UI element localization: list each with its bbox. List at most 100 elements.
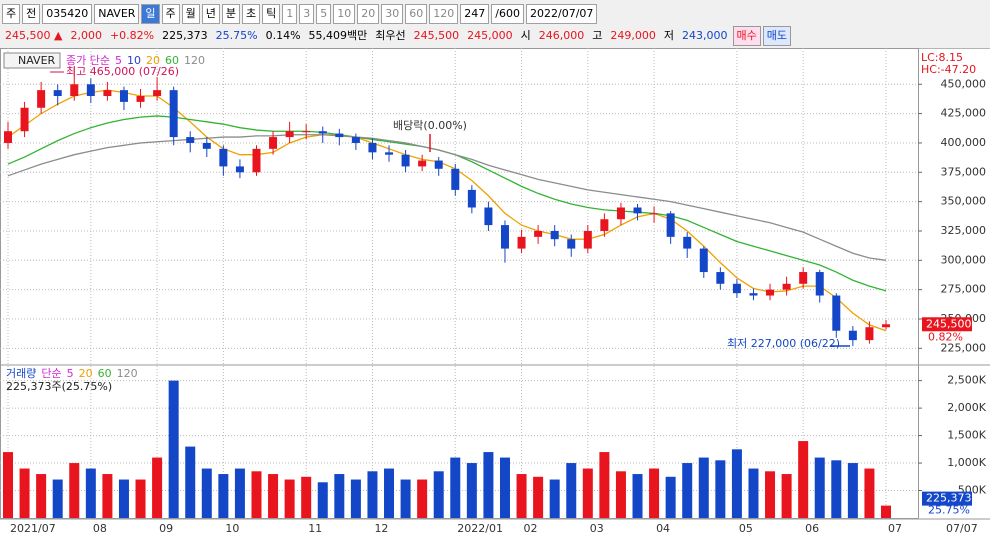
toolbar-field: 55,409백만 bbox=[308, 28, 368, 42]
toolbar-button[interactable]: 매도 bbox=[762, 25, 792, 46]
volume-bar bbox=[334, 474, 345, 518]
toolbar-button[interactable]: 2022/07/07 bbox=[526, 3, 598, 24]
y-tick-label: 2,500K bbox=[947, 374, 986, 387]
toolbar-field: 고 bbox=[592, 28, 603, 42]
candle-body bbox=[683, 236, 692, 249]
toolbar-button[interactable]: 전 bbox=[22, 3, 41, 24]
volume-bar bbox=[649, 468, 660, 518]
volume-bar bbox=[400, 479, 411, 518]
legend-title: 거래량 bbox=[6, 367, 36, 380]
volume-bar bbox=[52, 479, 63, 518]
candle-body bbox=[20, 107, 29, 132]
toolbar-button[interactable]: 분 bbox=[221, 3, 241, 24]
y-tick-label: 300,000 bbox=[941, 253, 987, 266]
candle-body bbox=[782, 283, 791, 290]
volume-bar bbox=[864, 468, 875, 518]
toolbar-field: 25.75% bbox=[215, 28, 258, 42]
volume-bar bbox=[765, 471, 776, 518]
toolbar-button[interactable]: 주 bbox=[161, 3, 180, 24]
toolbar-button[interactable]: 60 bbox=[405, 3, 428, 24]
toolbar-button[interactable]: 30 bbox=[381, 3, 404, 24]
y-tick-label: 325,000 bbox=[941, 224, 987, 237]
toolbar-button[interactable]: NAVER bbox=[94, 3, 140, 24]
candle-body bbox=[517, 236, 526, 249]
candle-body bbox=[484, 207, 493, 226]
toolbar-row: 245,500 ▲ 2,000 +0.82% 225,373 25.75% 0.14% 55… bbox=[2, 25, 792, 46]
toolbar-button[interactable]: 247 bbox=[460, 3, 490, 24]
toolbar-button[interactable]: 일 bbox=[141, 3, 160, 24]
candle-body bbox=[567, 239, 576, 249]
toolbar-button[interactable]: 초 bbox=[242, 3, 261, 24]
volume-bar bbox=[3, 452, 13, 518]
x-tick-label: 02 bbox=[524, 522, 538, 535]
toolbar-button[interactable]: 월 bbox=[181, 3, 200, 24]
candle-body bbox=[119, 90, 128, 102]
ma-line bbox=[7, 134, 887, 261]
y-tick-label: 350,000 bbox=[941, 195, 987, 208]
candle-body bbox=[451, 168, 460, 190]
volume-bar bbox=[152, 457, 163, 518]
x-tick-label: 12 bbox=[374, 522, 388, 535]
toolbar-field: 243,000 bbox=[682, 28, 728, 42]
volume-bar bbox=[218, 474, 229, 518]
legend-entry: 10 bbox=[127, 54, 141, 67]
x-tick-label: 03 bbox=[590, 522, 604, 535]
candle-body bbox=[202, 142, 211, 149]
legend-entry: 120 bbox=[184, 54, 205, 67]
toolbar-button[interactable]: 년 bbox=[201, 3, 220, 24]
toolbar-button[interactable]: 10 bbox=[333, 3, 356, 24]
volume-bar bbox=[317, 482, 328, 518]
corner-text: LC:8.15 bbox=[921, 51, 963, 64]
volume-bar bbox=[798, 441, 809, 518]
legend-entry: 5 bbox=[115, 54, 122, 67]
y-tick-label: 425,000 bbox=[941, 107, 987, 120]
candle-body bbox=[832, 295, 841, 331]
volume-bar bbox=[582, 468, 593, 518]
volume-bar bbox=[516, 474, 527, 518]
legend-entry: 120 bbox=[117, 367, 138, 380]
candle-body bbox=[799, 272, 808, 284]
toolbar-button[interactable]: /600 bbox=[491, 3, 524, 24]
toolbar-button[interactable]: 20 bbox=[357, 3, 380, 24]
last-price-box bbox=[922, 317, 972, 332]
volume-bar bbox=[69, 463, 80, 518]
legend-entry: 20 bbox=[79, 367, 93, 380]
y-tick-label: 1,500K bbox=[947, 429, 986, 442]
volume-bar bbox=[102, 474, 113, 518]
last-volume-pct: 25.75% bbox=[928, 504, 970, 517]
volume-bar bbox=[185, 446, 196, 518]
volume-bar bbox=[367, 471, 378, 518]
toolbar-button[interactable]: 3 bbox=[299, 3, 315, 24]
candle-body bbox=[550, 230, 559, 240]
candle-body bbox=[766, 289, 775, 296]
last-volume-box bbox=[922, 491, 972, 506]
toolbar-button[interactable]: 매수 bbox=[732, 25, 761, 46]
candle-body bbox=[285, 131, 294, 138]
toolbar-button[interactable]: 120 bbox=[429, 3, 459, 24]
corner-text: HC:-47.20 bbox=[921, 63, 976, 76]
annotation: 최저 227,000 (06/22) bbox=[727, 337, 840, 350]
toolbar-button[interactable]: 1 bbox=[282, 3, 298, 24]
toolbar-button[interactable]: 035420 bbox=[42, 3, 93, 24]
candle-body bbox=[269, 137, 278, 149]
candle-body bbox=[633, 207, 642, 214]
toolbar-button[interactable]: 5 bbox=[316, 3, 332, 24]
volume-bar bbox=[615, 471, 626, 518]
volume-bar bbox=[566, 463, 577, 518]
volume-bar bbox=[85, 468, 96, 518]
legend-title: NAVER bbox=[18, 54, 56, 67]
candle-body bbox=[103, 90, 112, 97]
volume-bar bbox=[251, 471, 262, 518]
x-tick-label: 08 bbox=[93, 522, 107, 535]
x-tick-label: 11 bbox=[308, 522, 322, 535]
x-tick-label: 2022/01 bbox=[457, 522, 503, 535]
legend-title-box bbox=[3, 52, 61, 69]
volume-bar bbox=[748, 468, 759, 518]
toolbar-field: 245,000 bbox=[467, 28, 513, 42]
candle-body bbox=[616, 207, 625, 220]
toolbar-button[interactable]: 틱 bbox=[262, 3, 281, 24]
legend-entry: 60 bbox=[165, 54, 179, 67]
candle-body bbox=[815, 272, 824, 296]
toolbar-button[interactable]: 주 bbox=[2, 3, 21, 24]
volume-bar bbox=[881, 505, 891, 518]
